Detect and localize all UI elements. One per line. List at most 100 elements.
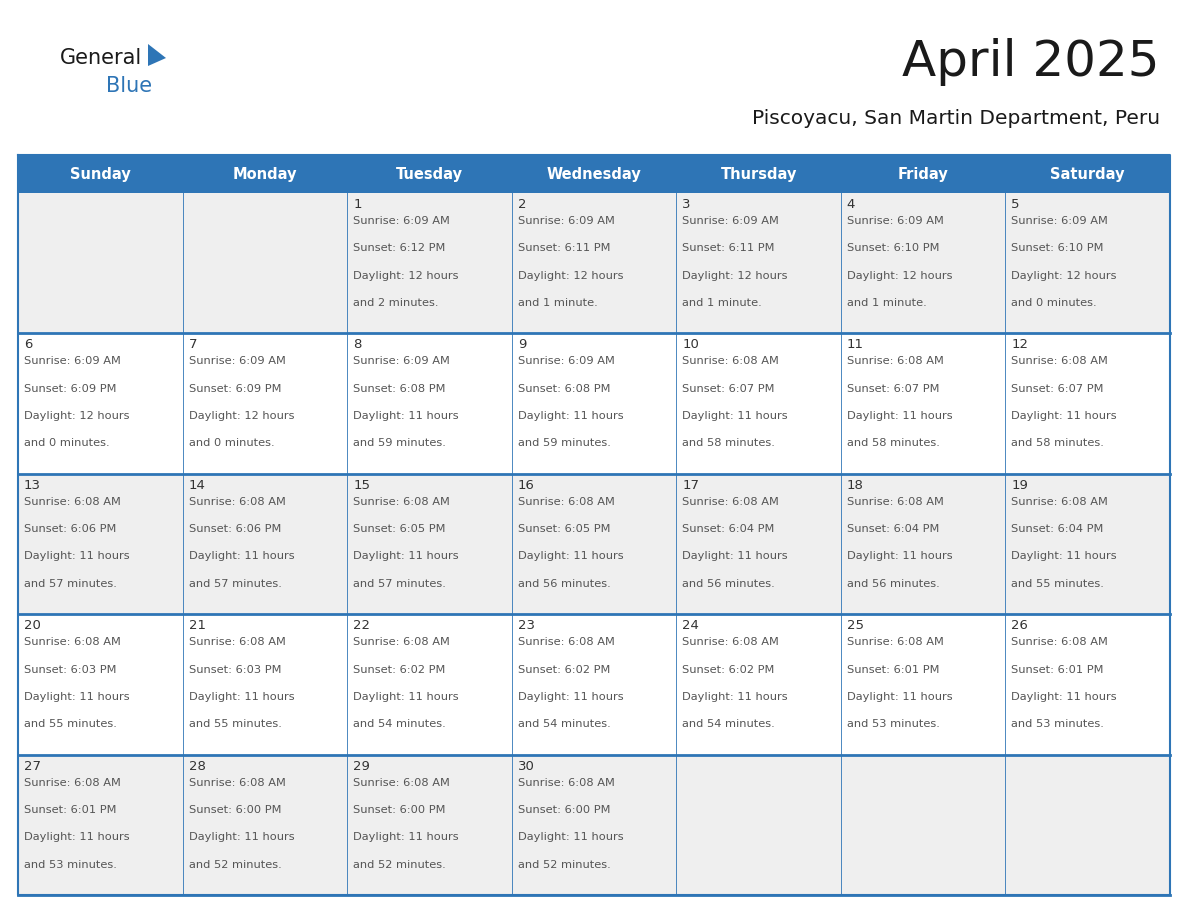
Bar [1005, 193, 1170, 333]
Text: and 55 minutes.: and 55 minutes. [24, 719, 116, 729]
Text: Piscoyacu, San Martin Department, Peru: Piscoyacu, San Martin Department, Peru [752, 108, 1159, 128]
Text: Daylight: 11 hours: Daylight: 11 hours [847, 552, 953, 562]
Text: Sunset: 6:02 PM: Sunset: 6:02 PM [353, 665, 446, 675]
Text: 7: 7 [189, 339, 197, 352]
Text: Sunset: 6:00 PM: Sunset: 6:00 PM [189, 805, 282, 815]
Text: 9: 9 [518, 339, 526, 352]
Text: Sunrise: 6:08 AM: Sunrise: 6:08 AM [189, 778, 285, 788]
Text: and 59 minutes.: and 59 minutes. [353, 438, 446, 448]
Text: Sunset: 6:09 PM: Sunset: 6:09 PM [189, 384, 282, 394]
Text: and 56 minutes.: and 56 minutes. [682, 578, 775, 588]
Text: Daylight: 11 hours: Daylight: 11 hours [24, 552, 129, 562]
Text: Friday: Friday [898, 166, 948, 182]
Text: 10: 10 [682, 339, 700, 352]
Bar [18, 755, 183, 895]
Text: and 56 minutes.: and 56 minutes. [847, 578, 940, 588]
Text: and 52 minutes.: and 52 minutes. [189, 859, 282, 869]
Bar [512, 474, 676, 614]
Text: Daylight: 12 hours: Daylight: 12 hours [1011, 271, 1117, 281]
Text: Sunrise: 6:08 AM: Sunrise: 6:08 AM [1011, 637, 1108, 647]
Text: Sunrise: 6:08 AM: Sunrise: 6:08 AM [24, 778, 121, 788]
Text: Daylight: 11 hours: Daylight: 11 hours [682, 692, 788, 701]
Text: and 1 minute.: and 1 minute. [847, 298, 927, 308]
Text: and 58 minutes.: and 58 minutes. [682, 438, 775, 448]
Text: Daylight: 11 hours: Daylight: 11 hours [518, 552, 624, 562]
Text: and 57 minutes.: and 57 minutes. [24, 578, 116, 588]
Bar [841, 333, 1005, 474]
Text: and 55 minutes.: and 55 minutes. [1011, 578, 1105, 588]
Text: Daylight: 11 hours: Daylight: 11 hours [189, 692, 295, 701]
Text: 21: 21 [189, 620, 206, 633]
Text: 29: 29 [353, 759, 369, 773]
Text: 6: 6 [24, 339, 32, 352]
Text: 27: 27 [24, 759, 42, 773]
Bar [1005, 333, 1170, 474]
Text: Monday: Monday [233, 166, 297, 182]
Bar [18, 474, 183, 614]
Text: April 2025: April 2025 [903, 38, 1159, 86]
Text: Sunset: 6:06 PM: Sunset: 6:06 PM [189, 524, 280, 534]
Text: 3: 3 [682, 198, 690, 211]
Bar [841, 614, 1005, 755]
Text: and 57 minutes.: and 57 minutes. [353, 578, 446, 588]
Text: and 1 minute.: and 1 minute. [682, 298, 762, 308]
Text: Sunset: 6:01 PM: Sunset: 6:01 PM [1011, 665, 1104, 675]
Text: and 54 minutes.: and 54 minutes. [682, 719, 775, 729]
Text: Blue: Blue [106, 76, 152, 96]
Text: Daylight: 12 hours: Daylight: 12 hours [518, 271, 624, 281]
Text: Daylight: 11 hours: Daylight: 11 hours [353, 833, 459, 842]
Text: Sunset: 6:07 PM: Sunset: 6:07 PM [1011, 384, 1104, 394]
Bar [512, 193, 676, 333]
Text: Sunset: 6:03 PM: Sunset: 6:03 PM [24, 665, 116, 675]
Text: Sunset: 6:05 PM: Sunset: 6:05 PM [353, 524, 446, 534]
Text: Sunrise: 6:08 AM: Sunrise: 6:08 AM [1011, 497, 1108, 507]
Text: Sunset: 6:07 PM: Sunset: 6:07 PM [847, 384, 940, 394]
Text: 11: 11 [847, 339, 864, 352]
Bar [347, 614, 512, 755]
Text: 13: 13 [24, 479, 42, 492]
Text: Daylight: 11 hours: Daylight: 11 hours [24, 833, 129, 842]
Text: and 52 minutes.: and 52 minutes. [518, 859, 611, 869]
Bar [512, 614, 676, 755]
Text: Daylight: 11 hours: Daylight: 11 hours [353, 552, 459, 562]
Text: Sunrise: 6:08 AM: Sunrise: 6:08 AM [24, 637, 121, 647]
Text: Sunset: 6:08 PM: Sunset: 6:08 PM [353, 384, 446, 394]
Bar [347, 755, 512, 895]
Polygon shape [148, 44, 166, 66]
Bar [183, 193, 347, 333]
Text: 28: 28 [189, 759, 206, 773]
Bar [841, 193, 1005, 333]
Text: and 53 minutes.: and 53 minutes. [1011, 719, 1105, 729]
Text: Sunset: 6:03 PM: Sunset: 6:03 PM [189, 665, 282, 675]
Text: 1: 1 [353, 198, 361, 211]
Text: Sunset: 6:02 PM: Sunset: 6:02 PM [518, 665, 611, 675]
Text: and 2 minutes.: and 2 minutes. [353, 298, 438, 308]
Text: 23: 23 [518, 620, 535, 633]
Text: Daylight: 11 hours: Daylight: 11 hours [682, 411, 788, 421]
Text: Daylight: 12 hours: Daylight: 12 hours [189, 411, 295, 421]
Bar [1005, 614, 1170, 755]
Bar [183, 474, 347, 614]
Bar [18, 333, 183, 474]
Text: Daylight: 11 hours: Daylight: 11 hours [1011, 411, 1117, 421]
Text: 8: 8 [353, 339, 361, 352]
Text: and 53 minutes.: and 53 minutes. [24, 859, 116, 869]
Bar [841, 474, 1005, 614]
Bar [512, 755, 676, 895]
Text: Sunrise: 6:08 AM: Sunrise: 6:08 AM [353, 778, 450, 788]
Bar [676, 614, 841, 755]
Text: Sunset: 6:01 PM: Sunset: 6:01 PM [847, 665, 940, 675]
Text: Sunset: 6:02 PM: Sunset: 6:02 PM [682, 665, 775, 675]
Text: Sunrise: 6:08 AM: Sunrise: 6:08 AM [1011, 356, 1108, 366]
Text: Daylight: 12 hours: Daylight: 12 hours [353, 271, 459, 281]
Bar [1005, 474, 1170, 614]
Bar [18, 614, 183, 755]
Text: Sunrise: 6:08 AM: Sunrise: 6:08 AM [847, 356, 943, 366]
Text: 14: 14 [189, 479, 206, 492]
Text: Sunrise: 6:08 AM: Sunrise: 6:08 AM [189, 497, 285, 507]
Text: and 58 minutes.: and 58 minutes. [1011, 438, 1105, 448]
Text: and 52 minutes.: and 52 minutes. [353, 859, 446, 869]
Text: Sunset: 6:00 PM: Sunset: 6:00 PM [518, 805, 611, 815]
Text: Sunrise: 6:08 AM: Sunrise: 6:08 AM [682, 637, 779, 647]
Text: Daylight: 11 hours: Daylight: 11 hours [847, 411, 953, 421]
